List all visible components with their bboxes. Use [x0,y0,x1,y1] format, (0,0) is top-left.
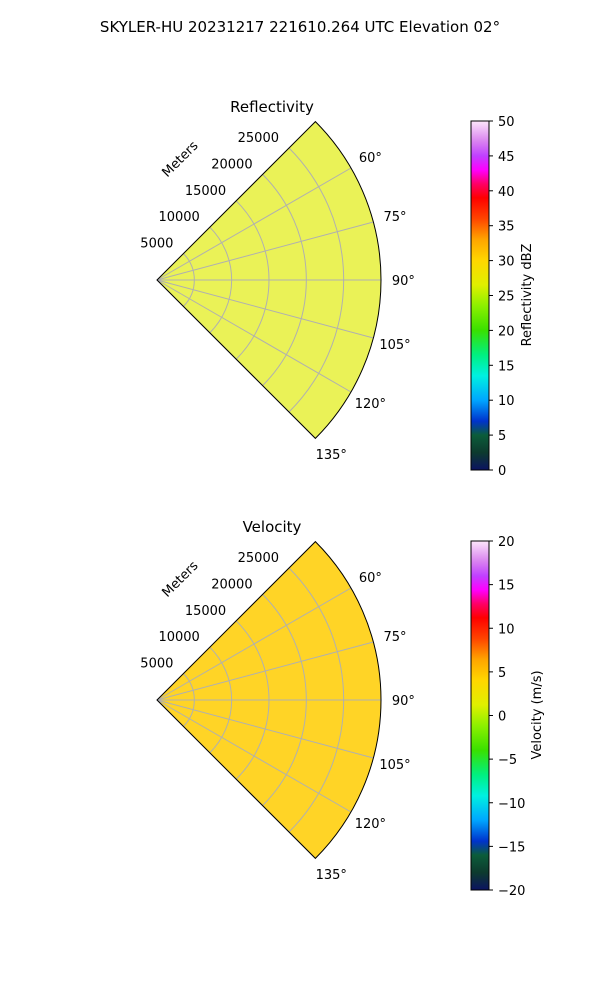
azimuth-tick-label: 105° [379,338,410,353]
figure-title: SKYLER-HU 20231217 221610.264 UTC Elevat… [100,18,500,36]
colorbar-tick-label: 20 [498,324,515,339]
range-tick-label: 10000 [158,210,199,225]
colorbar-tick-label: 45 [498,150,515,165]
colorbar-tick-label: 10 [498,622,515,637]
range-tick-label: 5000 [140,237,173,252]
reflectivity-colorbar-label: Reflectivity dBZ [520,244,535,347]
reflectivity-panel: Reflectivity 5000 10000 15000 20000 25000 60°… [140,98,415,463]
colorbar-tick-label: −15 [498,840,525,855]
colorbar-tick-label: 35 [498,220,515,235]
azimuth-tick-label: 60° [359,151,382,166]
range-tick-label: 15000 [185,604,226,619]
colorbar-gradient [470,120,490,471]
colorbar-tick-label: 15 [498,579,515,594]
velocity-colorbar: Velocity (m/s) −20 −15 −10 −5 0 5 10 15 20 [470,535,545,899]
colorbar-tick-label: −10 [498,797,525,812]
reflectivity-title: Reflectivity [230,98,314,116]
colorbar-tick-label: 40 [498,185,515,200]
colorbar-gradient [470,540,490,891]
azimuth-spoke [156,167,352,281]
range-tick-label: 25000 [238,131,279,146]
azimuth-tick-label: 75° [383,630,406,645]
velocity-title: Velocity [243,518,302,536]
velocity-sector: 5000 10000 15000 20000 25000 60° 75° 90° 105° 120… [140,540,415,883]
azimuth-tick-label: 120° [355,817,386,832]
colorbar-tick-label: 5 [498,666,506,681]
colorbar-tick-label: 30 [498,255,515,270]
colorbar-tick-label: 10 [498,394,515,409]
azimuth-spoke [156,279,352,393]
range-tick-label: 25000 [238,551,279,566]
azimuth-spoke [156,699,374,759]
colorbar-tick-label: −20 [498,884,525,899]
sector-frame [156,120,382,440]
reflectivity-range-axis-label: Meters [160,138,202,180]
azimuth-tick-label: 60° [359,571,382,586]
colorbar-tick-label: 25 [498,290,515,305]
range-tick-label: 20000 [211,157,252,172]
azimuth-tick-label: 120° [355,397,386,412]
colorbar-tick-label: 0 [498,464,506,479]
velocity-colorbar-label: Velocity (m/s) [530,670,545,759]
azimuth-spoke [156,641,374,701]
azimuth-spoke [156,699,352,813]
colorbar-tick-label: −5 [498,753,517,768]
colorbar-tick-label: 20 [498,535,515,550]
azimuth-tick-label: 135° [316,868,347,883]
azimuth-tick-label: 135° [316,448,347,463]
azimuth-tick-label: 105° [379,758,410,773]
azimuth-spoke [156,221,374,281]
azimuth-tick-label: 75° [383,210,406,225]
azimuth-spoke [156,587,352,701]
azimuth-tick-label: 90° [392,694,415,709]
range-tick-label: 15000 [185,184,226,199]
azimuth-tick-label: 90° [392,274,415,289]
colorbar-tick-label: 15 [498,359,515,374]
range-tick-label: 5000 [140,657,173,672]
velocity-range-axis-label: Meters [160,558,202,600]
range-tick-label: 10000 [158,630,199,645]
azimuth-spoke [156,279,374,339]
reflectivity-sector: 5000 10000 15000 20000 25000 60° 75° 90° 105° 120… [140,120,415,463]
reflectivity-colorbar: Reflectivity dBZ 0 5 10 15 20 25 30 35 40 45 50 [470,115,535,479]
colorbar-tick-label: 50 [498,115,515,130]
sector-frame [156,540,382,860]
colorbar-tick-label: 0 [498,710,506,725]
range-tick-label: 20000 [211,577,252,592]
velocity-panel: Velocity 5000 10000 15000 20000 25000 60° 75° 9… [140,518,415,883]
colorbar-tick-label: 5 [498,429,506,444]
